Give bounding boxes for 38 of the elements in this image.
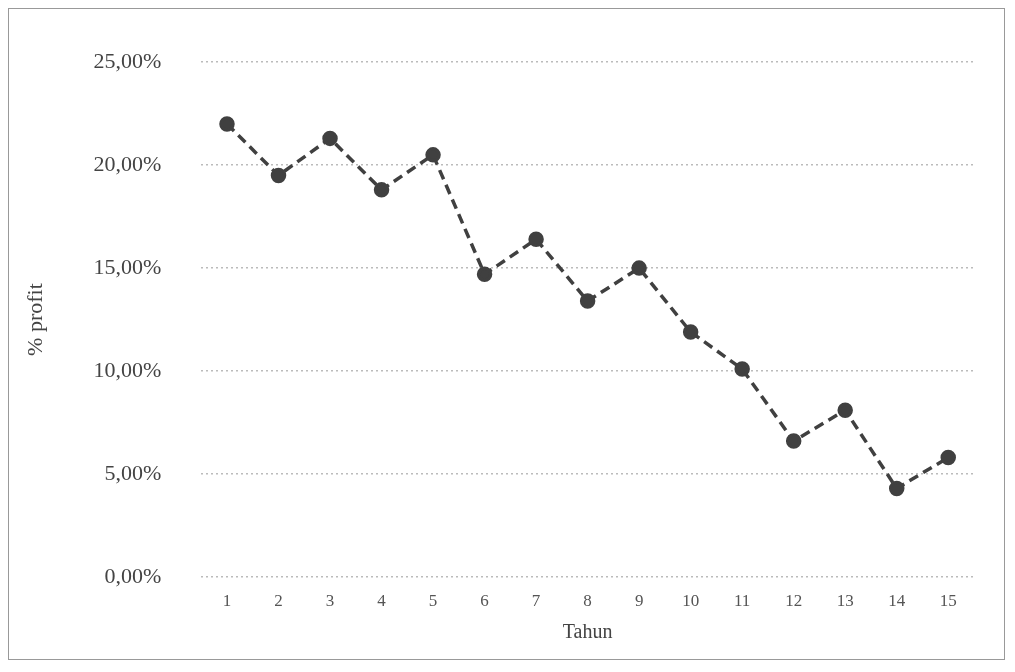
point xyxy=(528,231,544,248)
x-tick-label: 1 xyxy=(222,590,232,610)
point xyxy=(631,260,647,276)
y-tick-label: 5,00% xyxy=(104,459,162,485)
y-tick-label: 15,00% xyxy=(93,253,162,279)
x-axis-title: Tahun xyxy=(562,620,613,643)
point xyxy=(425,147,441,163)
x-tick-label: 12 xyxy=(785,590,803,610)
point xyxy=(219,116,235,132)
y-tick-label: 0,00% xyxy=(104,562,162,588)
y-axis-title: % profit xyxy=(21,283,47,356)
x-tick-label: 13 xyxy=(836,590,854,610)
x-tick-label: 7 xyxy=(531,590,541,610)
point xyxy=(888,480,905,497)
y-tick-label: 20,00% xyxy=(93,150,162,176)
point xyxy=(476,266,493,283)
point xyxy=(734,361,750,377)
x-tick-label: 11 xyxy=(733,590,751,610)
x-tick-label: 15 xyxy=(939,590,957,610)
y-tick-label: 25,00% xyxy=(93,47,162,73)
point xyxy=(785,433,802,449)
point xyxy=(579,293,596,309)
x-tick-label: 8 xyxy=(583,590,592,610)
x-tick-label: 14 xyxy=(888,590,906,610)
x-tick-label: 5 xyxy=(428,590,438,610)
point xyxy=(940,449,956,466)
point xyxy=(270,167,287,184)
x-tick-label: 9 xyxy=(634,590,644,610)
x-tick-label: 2 xyxy=(274,590,283,610)
point xyxy=(322,130,338,147)
y-tick-label: 10,00% xyxy=(93,356,162,382)
x-tick-label: 3 xyxy=(325,590,335,610)
x-tick-label: 4 xyxy=(377,590,387,610)
point xyxy=(682,324,699,340)
x-tick-label: 10 xyxy=(682,590,700,610)
point xyxy=(373,182,390,198)
point xyxy=(837,402,853,418)
x-tick-label: 6 xyxy=(480,590,489,610)
